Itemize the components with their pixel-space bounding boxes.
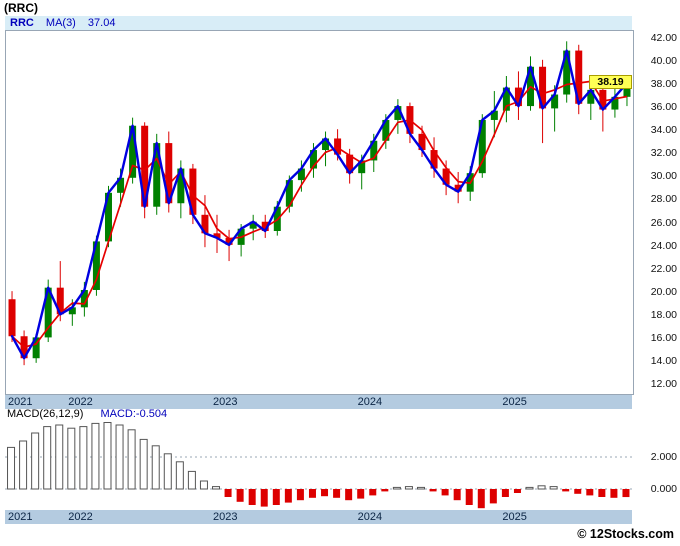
y-axis-label: 42.00 bbox=[650, 31, 677, 44]
y-axis-label: 12.00 bbox=[650, 378, 677, 391]
y-axis-label: 40.00 bbox=[650, 54, 677, 67]
y-axis-label: 22.00 bbox=[650, 262, 677, 275]
year-label: 2025 bbox=[502, 396, 527, 408]
y-axis-label: 24.00 bbox=[650, 239, 677, 252]
last-price-badge: 38.19 bbox=[589, 75, 632, 90]
y-axis-label: 26.00 bbox=[650, 216, 677, 229]
price-chart-panel bbox=[5, 30, 634, 395]
y-axis-label: 2.000 bbox=[650, 450, 677, 463]
year-label: 2021 bbox=[8, 396, 33, 408]
y-axis-label: 14.00 bbox=[650, 355, 677, 368]
year-label: 2021 bbox=[8, 511, 33, 523]
ma-label: MA(3) bbox=[45, 17, 76, 29]
y-axis-label: 32.00 bbox=[650, 147, 677, 160]
copyright-link[interactable]: © 12Stocks.com bbox=[577, 527, 674, 541]
y-axis-label: 34.00 bbox=[650, 124, 677, 137]
x-axis-strip: 2021 2022 2023 2024 2025 bbox=[5, 395, 632, 409]
macd-legend: MACD(26,12,9) MACD:-0.504 bbox=[7, 408, 167, 420]
y-axis-label: 18.00 bbox=[650, 309, 677, 322]
year-label: 2025 bbox=[502, 511, 527, 523]
y-axis-label: 28.00 bbox=[650, 193, 677, 206]
year-label: 2023 bbox=[212, 511, 238, 523]
symbol-label: RRC bbox=[10, 17, 34, 29]
y-axis-label: 38.00 bbox=[650, 77, 677, 90]
price-legend-strip: RRC MA(3) 37.04 bbox=[5, 16, 632, 30]
year-label: 2022 bbox=[68, 396, 93, 408]
x-axis-strip: 2021 2022 2023 2024 2025 bbox=[5, 510, 632, 524]
macd-plot-svg bbox=[5, 422, 632, 509]
y-axis-label: 16.00 bbox=[650, 332, 677, 345]
y-axis-label: 30.00 bbox=[650, 170, 677, 183]
ma-value: 37.04 bbox=[87, 17, 116, 29]
year-label: 2024 bbox=[357, 396, 383, 408]
year-label: 2024 bbox=[357, 511, 383, 523]
y-axis-label: 0.000 bbox=[650, 482, 677, 495]
macd-chart-panel bbox=[5, 422, 632, 510]
macd-value-label: MACD:-0.504 bbox=[100, 408, 168, 420]
y-axis-label: 36.00 bbox=[650, 100, 677, 113]
page-title: (RRC) bbox=[4, 1, 38, 15]
year-label: 2023 bbox=[212, 396, 238, 408]
y-axis-label: 20.00 bbox=[650, 285, 677, 298]
macd-params-label: MACD(26,12,9) bbox=[7, 408, 84, 420]
year-label: 2022 bbox=[68, 511, 93, 523]
price-plot-svg bbox=[8, 41, 631, 366]
